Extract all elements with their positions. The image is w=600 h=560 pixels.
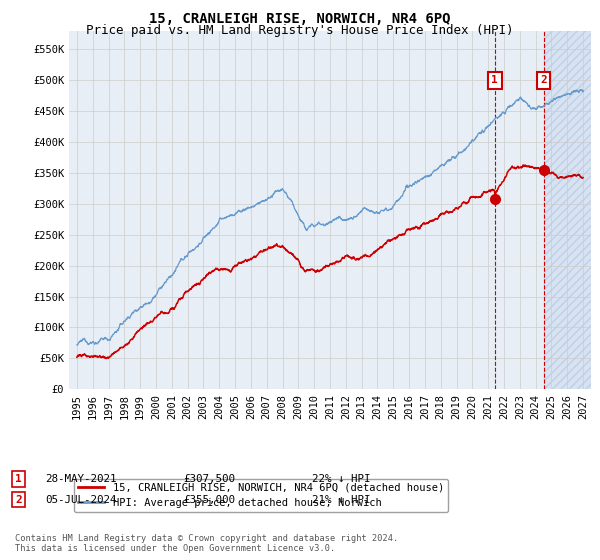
Text: 1: 1 bbox=[15, 474, 22, 484]
Text: £355,000: £355,000 bbox=[183, 494, 235, 505]
Text: £307,500: £307,500 bbox=[183, 474, 235, 484]
Text: 28-MAY-2021: 28-MAY-2021 bbox=[45, 474, 116, 484]
Text: Price paid vs. HM Land Registry's House Price Index (HPI): Price paid vs. HM Land Registry's House … bbox=[86, 24, 514, 37]
Text: 05-JUL-2024: 05-JUL-2024 bbox=[45, 494, 116, 505]
Text: 21% ↓ HPI: 21% ↓ HPI bbox=[312, 494, 371, 505]
Text: 15, CRANLEIGH RISE, NORWICH, NR4 6PQ: 15, CRANLEIGH RISE, NORWICH, NR4 6PQ bbox=[149, 12, 451, 26]
Text: Contains HM Land Registry data © Crown copyright and database right 2024.
This d: Contains HM Land Registry data © Crown c… bbox=[15, 534, 398, 553]
Text: 22% ↓ HPI: 22% ↓ HPI bbox=[312, 474, 371, 484]
Text: 1: 1 bbox=[491, 75, 498, 85]
Text: 2: 2 bbox=[15, 494, 22, 505]
Legend: 15, CRANLEIGH RISE, NORWICH, NR4 6PQ (detached house), HPI: Average price, detac: 15, CRANLEIGH RISE, NORWICH, NR4 6PQ (de… bbox=[74, 479, 448, 512]
Bar bbox=[544, 31, 591, 389]
Text: 2: 2 bbox=[541, 75, 547, 85]
Bar bbox=[544, 31, 591, 389]
